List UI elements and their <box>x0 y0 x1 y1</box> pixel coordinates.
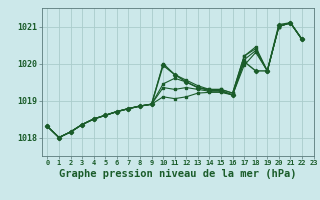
X-axis label: Graphe pression niveau de la mer (hPa): Graphe pression niveau de la mer (hPa) <box>59 169 296 179</box>
